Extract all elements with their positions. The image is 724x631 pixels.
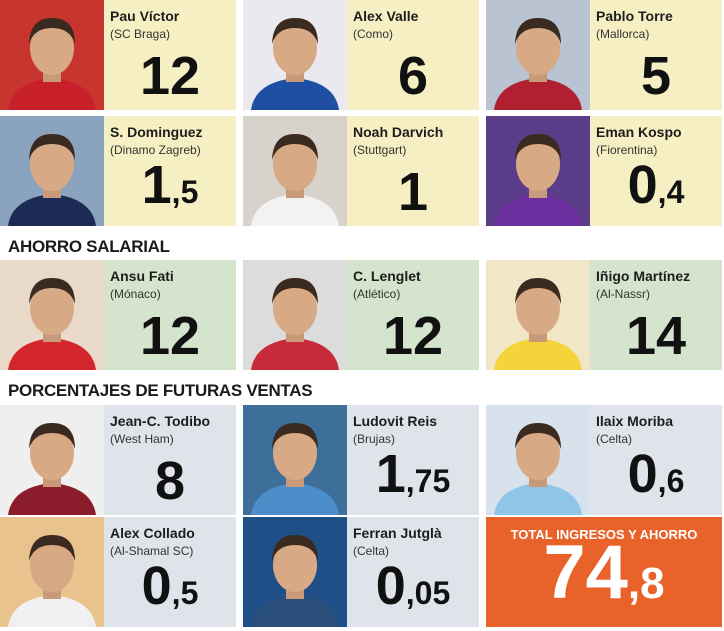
player-club: (Mallorca) — [596, 27, 650, 41]
player-card: Ansu Fati (Mónaco) 12 — [0, 260, 236, 370]
player-amount: 0,5 — [141, 556, 199, 616]
player-name: Iñigo Martínez — [596, 268, 691, 284]
player-amount: 14 — [625, 306, 687, 366]
player-name: Ilaix Moriba — [596, 413, 674, 429]
player-info: Ferran Jutglà (Celta) 0,05 — [347, 517, 479, 627]
player-name: S. Dominguez — [110, 124, 203, 140]
player-name: Jean-C. Todibo — [110, 413, 211, 429]
player-club: (Al-Nassr) — [596, 287, 650, 301]
player-amount: 1 — [397, 162, 429, 222]
player-name: Alex Collado — [110, 525, 195, 541]
player-club: (Como) — [353, 27, 394, 41]
player-card: C. Lenglet (Atlético) 12 — [243, 260, 479, 370]
player-club: (Mónaco) — [110, 287, 161, 301]
player-amount: 5 — [640, 46, 672, 106]
player-amount: 0,05 — [375, 556, 451, 616]
player-club: (Atlético) — [353, 287, 401, 301]
player-info: Jean-C. Todibo (West Ham) 8 — [104, 405, 236, 515]
total-card: TOTAL INGRESOS Y AHORRO 74,8 — [486, 517, 722, 627]
player-club: (Celta) — [596, 432, 633, 446]
player-photo — [0, 0, 104, 110]
player-card: Ludovit Reis (Brujas) 1,75 — [243, 405, 479, 515]
player-card: Noah Darvich (Stuttgart) 1 — [243, 116, 479, 226]
total-label: TOTAL INGRESOS Y AHORRO — [510, 527, 698, 542]
player-info: Alex Valle (Como) 6 — [347, 0, 479, 110]
player-club: (West Ham) — [110, 432, 174, 446]
player-photo — [486, 260, 590, 370]
player-card: Alex Valle (Como) 6 — [243, 0, 479, 110]
player-info: Pablo Torre (Mallorca) 5 — [590, 0, 722, 110]
player-photo — [243, 405, 347, 515]
section-heading: AHORRO SALARIAL — [8, 237, 170, 256]
player-photo — [243, 0, 347, 110]
player-card: Ilaix Moriba (Celta) 0,6 — [486, 405, 722, 515]
player-club: (Brujas) — [353, 432, 396, 446]
player-photo — [0, 260, 104, 370]
player-amount: 1,75 — [375, 444, 451, 504]
player-card: Pau Víctor (SC Braga) 12 — [0, 0, 236, 110]
player-info: Ansu Fati (Mónaco) 12 — [104, 260, 236, 370]
player-amount: 6 — [397, 46, 429, 106]
player-name: Alex Valle — [353, 8, 419, 24]
player-amount: 0,4 — [627, 155, 685, 215]
section-heading: PORCENTAJES DE FUTURAS VENTAS — [8, 381, 313, 400]
player-club: (Al-Shamal SC) — [110, 544, 194, 558]
player-info: Pau Víctor (SC Braga) 12 — [104, 0, 236, 110]
player-name: Ferran Jutglà — [353, 525, 442, 541]
player-name: Ludovit Reis — [353, 413, 438, 429]
player-info: Ludovit Reis (Brujas) 1,75 — [347, 405, 479, 515]
player-photo — [0, 405, 104, 515]
player-club: (Fiorentina) — [596, 143, 658, 157]
player-amount: 0,6 — [627, 444, 685, 504]
player-photo — [486, 0, 590, 110]
player-club: (Stuttgart) — [353, 143, 407, 157]
player-amount: 12 — [382, 306, 444, 366]
player-card: Jean-C. Todibo (West Ham) 8 — [0, 405, 236, 515]
player-card: Iñigo Martínez (Al-Nassr) 14 — [486, 260, 722, 370]
player-club: (Dinamo Zagreb) — [110, 143, 201, 157]
player-card: Alex Collado (Al-Shamal SC) 0,5 — [0, 517, 236, 627]
player-name: Pau Víctor — [110, 8, 180, 24]
player-amount: 12 — [139, 306, 201, 366]
player-photo — [486, 405, 590, 515]
total-amount: 74,8 — [543, 530, 665, 615]
player-name: C. Lenglet — [353, 268, 421, 284]
player-card: Ferran Jutglà (Celta) 0,05 — [243, 517, 479, 627]
player-amount: 8 — [154, 451, 186, 511]
player-info: Ilaix Moriba (Celta) 0,6 — [590, 405, 722, 515]
player-photo — [243, 116, 347, 226]
player-amount: 12 — [139, 46, 201, 106]
player-info: C. Lenglet (Atlético) 12 — [347, 260, 479, 370]
player-photo — [243, 260, 347, 370]
player-card: Pablo Torre (Mallorca) 5 — [486, 0, 722, 110]
player-card: Eman Kospo (Fiorentina) 0,4 — [486, 116, 722, 226]
player-name: Pablo Torre — [596, 8, 673, 24]
player-name: Eman Kospo — [596, 124, 682, 140]
player-info: Eman Kospo (Fiorentina) 0,4 — [590, 116, 722, 226]
player-info: S. Dominguez (Dinamo Zagreb) 1,5 — [104, 116, 236, 226]
player-info: Noah Darvich (Stuttgart) 1 — [347, 116, 479, 226]
player-club: (SC Braga) — [110, 27, 171, 41]
player-name: Noah Darvich — [353, 124, 444, 140]
player-photo — [0, 116, 104, 226]
player-card: S. Dominguez (Dinamo Zagreb) 1,5 — [0, 116, 236, 226]
player-amount: 1,5 — [141, 155, 199, 215]
player-photo — [243, 517, 347, 627]
player-name: Ansu Fati — [110, 268, 174, 284]
player-info: Alex Collado (Al-Shamal SC) 0,5 — [104, 517, 236, 627]
player-club: (Celta) — [353, 544, 390, 558]
player-photo — [0, 517, 104, 627]
player-info: Iñigo Martínez (Al-Nassr) 14 — [590, 260, 722, 370]
player-photo — [486, 116, 590, 226]
